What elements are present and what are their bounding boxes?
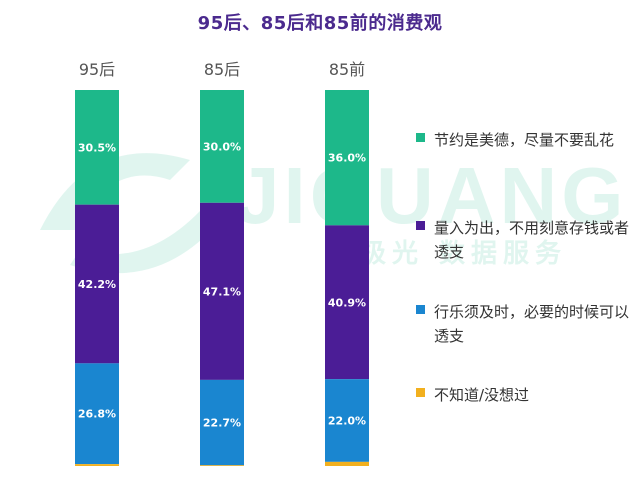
category-label: 95后 xyxy=(79,60,115,79)
legend-swatch xyxy=(416,305,425,314)
bar-segment xyxy=(200,202,244,380)
bar-segment xyxy=(75,204,119,364)
legend-swatch xyxy=(416,133,425,142)
data-label: 22.0% xyxy=(328,415,366,428)
bar-segment xyxy=(200,379,244,466)
data-label: 26.8% xyxy=(78,408,116,421)
data-label: 36.0% xyxy=(328,152,366,165)
category-label: 85前 xyxy=(329,60,365,79)
bar-segment xyxy=(75,363,119,465)
bar-segment xyxy=(75,464,119,466)
bar-segment xyxy=(200,465,244,466)
legend-label: 不知道/没想过 xyxy=(434,386,530,404)
legend-swatch xyxy=(416,388,425,397)
data-label: 30.5% xyxy=(78,141,116,154)
category-label: 85后 xyxy=(204,60,240,79)
data-label: 40.9% xyxy=(328,296,366,309)
data-label: 42.2% xyxy=(78,278,116,291)
bar-segment xyxy=(325,90,369,226)
chart-title: 95后、85后和85前的消费观 xyxy=(197,13,443,34)
bar-segment xyxy=(75,90,119,205)
watermark-subtext: 极光 数据服务 xyxy=(360,239,568,269)
bar-segment xyxy=(325,225,369,380)
data-label: 22.7% xyxy=(203,417,241,430)
legend-swatch xyxy=(416,221,425,230)
bar-segment xyxy=(325,461,369,466)
legend-label: 量入为出，不用刻意存钱或者透支 xyxy=(434,219,630,261)
data-label: 30.0% xyxy=(203,140,241,153)
watermark-text: JIGUANG xyxy=(235,151,628,240)
legend-label: 节约是美德，尽量不要乱花 xyxy=(434,131,615,149)
bar-segment xyxy=(325,379,369,462)
legend-label: 行乐须及时，必要的时候可以透支 xyxy=(434,303,630,345)
bar-segment xyxy=(200,90,244,203)
data-label: 47.1% xyxy=(203,285,241,298)
